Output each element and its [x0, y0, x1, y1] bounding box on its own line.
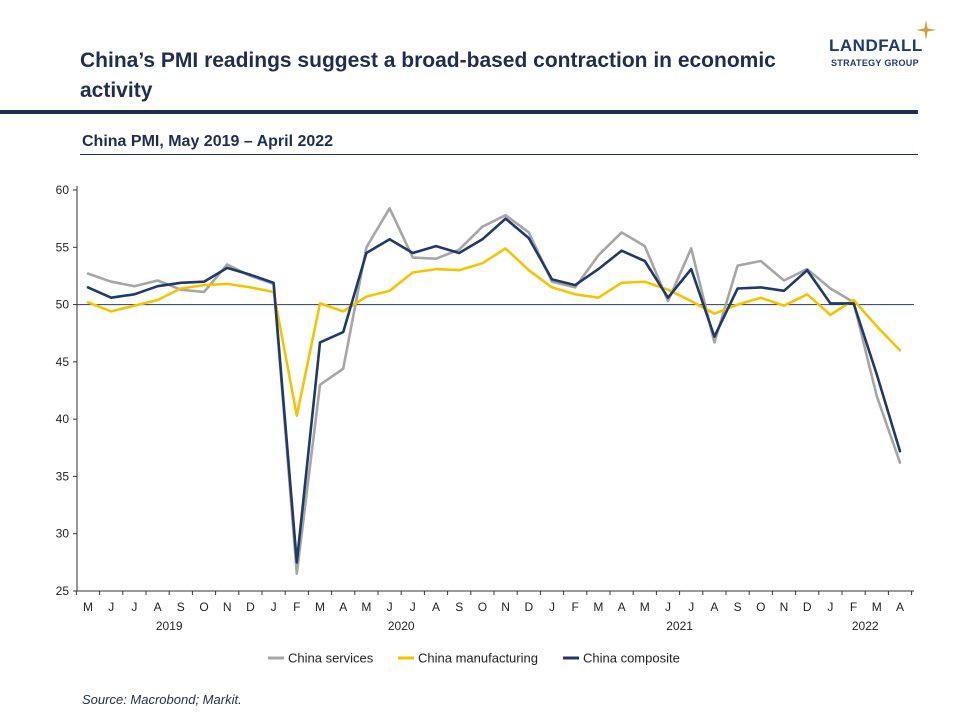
- logo-tagline: STRATEGY GROUP: [831, 58, 919, 68]
- series-line-china-services: [86, 207, 902, 576]
- subtitle-divider: [80, 154, 918, 155]
- y-tick-label: 40: [56, 412, 70, 426]
- x-tick-label: N: [501, 600, 510, 614]
- x-tick-label: S: [177, 600, 185, 614]
- y-tick-label: 35: [56, 469, 70, 483]
- x-tick-label: M: [315, 600, 325, 614]
- x-tick-label: J: [549, 600, 555, 614]
- year-label: 2019: [156, 619, 183, 633]
- x-tick-label: D: [524, 600, 533, 614]
- x-tick-label: J: [131, 600, 137, 614]
- x-tick-label: N: [223, 600, 232, 614]
- x-tick-label: N: [780, 600, 789, 614]
- year-label: 2021: [666, 619, 693, 633]
- x-tick-label: A: [432, 600, 440, 614]
- legend-label: China composite: [583, 651, 680, 666]
- x-tick-label: J: [410, 600, 416, 614]
- y-tick-label: 30: [56, 527, 70, 541]
- y-tick-label: 45: [56, 355, 70, 369]
- x-tick-label: A: [154, 600, 162, 614]
- source-note: Source: Macrobond; Markit.: [82, 692, 242, 707]
- x-tick-label: F: [850, 600, 857, 614]
- x-tick-label: J: [688, 600, 694, 614]
- x-tick-label: O: [756, 600, 765, 614]
- legend-label: China services: [288, 651, 374, 666]
- x-tick-label: D: [246, 600, 255, 614]
- x-tick-label: M: [872, 600, 882, 614]
- page-title: China’s PMI readings suggest a broad-bas…: [80, 49, 776, 102]
- y-tick-label: 55: [56, 240, 70, 254]
- x-tick-label: A: [710, 600, 718, 614]
- x-tick-label: A: [339, 600, 347, 614]
- x-tick-label: F: [572, 600, 579, 614]
- company-logo: LANDFALL STRATEGY GROUP: [820, 20, 940, 72]
- x-tick-label: J: [271, 600, 277, 614]
- series-line-china-composite: [86, 217, 902, 564]
- y-tick-label: 25: [56, 584, 70, 598]
- logo-name: LANDFALL: [829, 36, 923, 55]
- y-tick-label: 60: [56, 183, 70, 197]
- y-tick-label: 50: [56, 298, 70, 312]
- x-tick-label: M: [593, 600, 603, 614]
- x-tick-label: M: [640, 600, 650, 614]
- chart-subtitle: China PMI, May 2019 – April 2022: [82, 133, 334, 150]
- x-tick-label: A: [618, 600, 626, 614]
- x-tick-label: O: [478, 600, 487, 614]
- x-tick-label: O: [199, 600, 208, 614]
- x-tick-label: J: [387, 600, 393, 614]
- x-tick-label: J: [665, 600, 671, 614]
- x-tick-label: J: [108, 600, 114, 614]
- x-tick-label: M: [361, 600, 371, 614]
- year-label: 2022: [852, 619, 879, 633]
- x-tick-label: F: [293, 600, 300, 614]
- x-tick-label: S: [734, 600, 742, 614]
- legend-label: China manufacturing: [418, 651, 538, 666]
- x-tick-label: M: [83, 600, 93, 614]
- series-line-china-manufacturing: [86, 247, 902, 418]
- x-tick-label: J: [827, 600, 833, 614]
- x-tick-label: D: [803, 600, 812, 614]
- x-tick-label: A: [896, 600, 904, 614]
- year-label: 2020: [388, 619, 415, 633]
- star-icon: [916, 20, 936, 40]
- x-tick-label: S: [455, 600, 463, 614]
- header-divider: [0, 110, 918, 114]
